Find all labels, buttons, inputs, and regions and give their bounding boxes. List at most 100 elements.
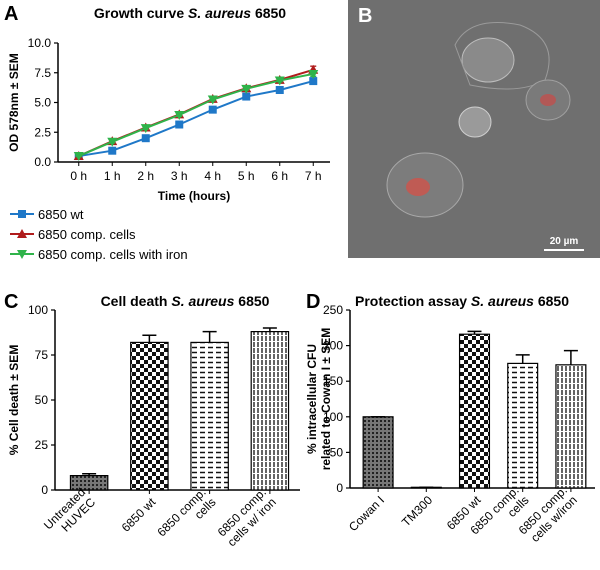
- y-tick-label: 5.0: [34, 96, 51, 110]
- x-tick-label-group: UntreatedHUVEC: [41, 485, 98, 542]
- marker: [308, 69, 319, 79]
- bar: [130, 341, 169, 491]
- series-line: [78, 80, 314, 158]
- x-tick-label: TM300: [399, 493, 436, 530]
- y-tick-label: 100: [28, 303, 48, 317]
- bar: [507, 362, 539, 489]
- x-tick-label: 6850 comp.cells: [154, 485, 218, 549]
- title-part: S. aureus: [188, 5, 251, 21]
- x-tick-label: UntreatedHUVEC: [41, 485, 98, 542]
- error-bar: [515, 354, 530, 364]
- marker: [140, 124, 151, 134]
- legend-label: 6850 comp. cells with iron: [38, 247, 188, 262]
- bar: [250, 331, 290, 491]
- y-label-line: related to Cowan I ± SEM: [319, 328, 333, 471]
- x-tick-label-group: 6850 comp.cells: [468, 483, 532, 547]
- error-bar: [202, 330, 217, 343]
- x-tick-label: 1 h: [104, 169, 121, 183]
- chart-title: Growth curve S. aureus 6850: [94, 5, 286, 21]
- error-bar: [563, 349, 578, 365]
- x-tick-label-line: Cowan I: [346, 493, 387, 534]
- x-tick-label: 7 h: [305, 169, 322, 183]
- x-tick-label-group: Cowan I: [346, 493, 387, 534]
- chart-title: Protection assay S. aureus 6850: [355, 293, 569, 309]
- marker: [17, 229, 27, 238]
- y-tick-label: 25: [35, 438, 49, 452]
- x-tick-label-group: TM300: [399, 493, 436, 530]
- error-bar: [467, 330, 482, 335]
- marker: [242, 92, 251, 101]
- marker: [108, 146, 117, 155]
- x-tick-label-group: 6850 comp.cells: [154, 485, 218, 549]
- title-part: Cell death: [101, 293, 172, 309]
- panel-label: C: [4, 291, 18, 313]
- y-tick-label: 0.0: [34, 155, 51, 169]
- bar: [555, 364, 587, 489]
- title-part: 6850: [534, 293, 569, 309]
- marker: [175, 120, 184, 129]
- x-tick-label: 3 h: [171, 169, 188, 183]
- marker: [107, 137, 118, 147]
- x-tick-label: 6850 comp.cells: [468, 483, 532, 547]
- x-tick-label-line: TM300: [399, 493, 436, 530]
- title-part: S. aureus: [471, 293, 534, 309]
- x-tick-label-line: 6850 wt: [119, 495, 159, 535]
- bar: [458, 333, 491, 489]
- marker: [18, 210, 26, 218]
- x-axis-label: Time (hours): [158, 189, 230, 203]
- panel-label: B: [358, 5, 372, 27]
- x-tick-label-group: 6850 comp.cells w/iron: [516, 483, 580, 547]
- panel-label: A: [4, 3, 18, 25]
- title-part: Growth curve: [94, 5, 188, 21]
- y-tick-label: 7.5: [34, 66, 51, 80]
- x-tick-label: 6850 comp.cells w/ iron: [215, 485, 279, 549]
- x-tick-label: 6850 wt: [119, 495, 159, 535]
- y-axis-label: % intracellular CFUrelated to Cowan I ± …: [305, 328, 333, 471]
- bar: [362, 416, 394, 489]
- title-part: 6850: [234, 293, 269, 309]
- marker: [309, 77, 318, 86]
- y-tick-label: 100: [323, 410, 343, 424]
- x-tick-label-group: 6850 wt: [119, 495, 159, 535]
- chart-title: Cell death S. aureus 6850: [101, 293, 270, 309]
- y-axis-label: OD 578nm ± SEM: [7, 53, 21, 152]
- marker: [174, 110, 185, 120]
- x-tick-label: 2 h: [137, 169, 154, 183]
- x-tick-label: 6 h: [271, 169, 288, 183]
- marker: [207, 95, 218, 105]
- legend-label: 6850 wt: [38, 207, 84, 222]
- microscopy-image: 20 µm: [348, 0, 600, 258]
- marker: [274, 76, 285, 86]
- y-label-line: OD 578nm ± SEM: [7, 53, 21, 152]
- marker: [141, 134, 150, 143]
- y-tick-label: 50: [35, 393, 49, 407]
- x-tick-label: 4 h: [204, 169, 221, 183]
- x-tick-label: 6850 comp.cells w/iron: [516, 483, 580, 547]
- y-tick-label: 10.0: [28, 36, 52, 50]
- marker: [17, 250, 27, 259]
- x-tick-label: Cowan I: [346, 493, 387, 534]
- y-label-line: % intracellular CFU: [305, 344, 319, 454]
- y-tick-label: 75: [35, 348, 49, 362]
- scale-bar-label: 20 µm: [550, 236, 579, 247]
- error-bar: [142, 334, 157, 343]
- y-tick-label: 0: [336, 481, 343, 495]
- title-part: S. aureus: [171, 293, 234, 309]
- marker: [73, 152, 84, 162]
- x-tick-label: 5 h: [238, 169, 255, 183]
- marker: [208, 105, 217, 114]
- title-part: Protection assay: [355, 293, 471, 309]
- title-part: 6850: [251, 5, 286, 21]
- marker: [241, 84, 252, 94]
- y-label-line: % Cell death ± SEM: [7, 345, 21, 456]
- y-tick-label: 50: [330, 445, 344, 459]
- y-tick-label: 2.5: [34, 125, 51, 139]
- y-tick-label: 150: [323, 374, 343, 388]
- panel-label: D: [306, 291, 320, 313]
- bar: [190, 341, 229, 491]
- y-tick-label: 200: [323, 339, 343, 353]
- error-bar: [262, 327, 277, 332]
- x-tick-label: 0 h: [70, 169, 87, 183]
